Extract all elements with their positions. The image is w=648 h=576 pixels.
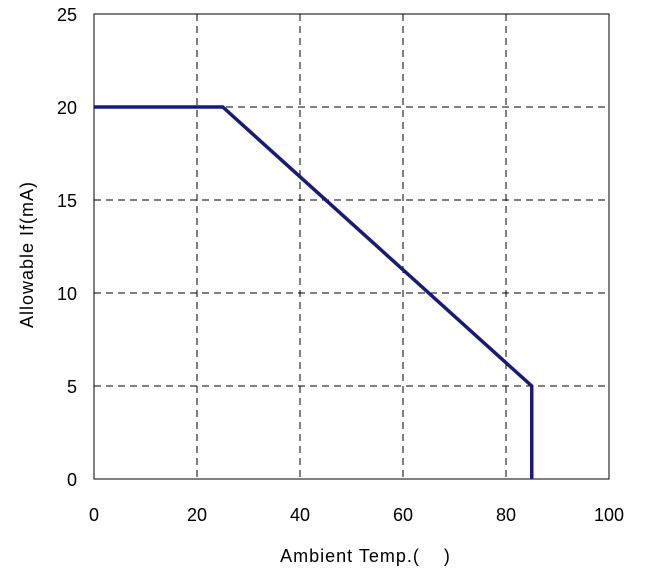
x-axis-label: Ambient Temp.( ) <box>280 546 451 566</box>
y-tick-label: 25 <box>57 5 77 25</box>
y-tick-labels: 0 5 10 15 20 25 <box>57 5 77 490</box>
x-tick-label: 20 <box>187 505 207 525</box>
y-tick-label: 0 <box>67 470 77 490</box>
series-lines <box>94 105 534 479</box>
plot-frame <box>93 13 610 480</box>
x-tick-label: 40 <box>290 505 310 525</box>
y-axis-label: Allowable If(mA) <box>17 181 37 328</box>
series-line <box>94 105 534 479</box>
y-tick-label: 5 <box>67 377 77 397</box>
x-tick-labels: 0 20 40 60 80 100 <box>89 505 624 525</box>
x-tick-label: 60 <box>393 505 413 525</box>
x-tick-label: 80 <box>496 505 516 525</box>
x-tick-label: 0 <box>89 505 99 525</box>
y-tick-label: 15 <box>57 191 77 211</box>
y-tick-label: 20 <box>57 98 77 118</box>
y-tick-label: 10 <box>57 284 77 304</box>
x-tick-label: 100 <box>594 505 624 525</box>
